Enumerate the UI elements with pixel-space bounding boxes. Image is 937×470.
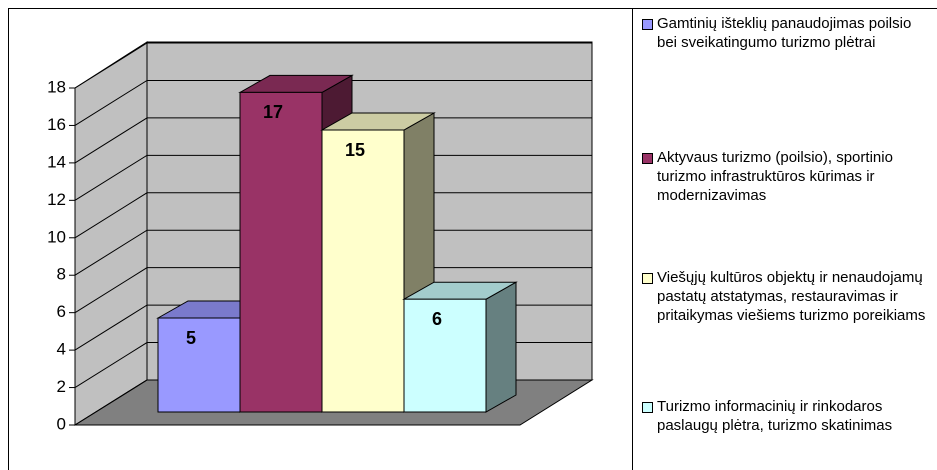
legend-label: Gamtinių išteklių panaudojimas poilsio b… — [657, 15, 912, 51]
legend-item: Aktyvaus turizmo (poilsio), sportinio tu… — [640, 148, 932, 205]
bar-front — [321, 129, 405, 413]
legend-swatch — [642, 273, 653, 284]
chart-border — [8, 8, 937, 470]
y-tick-label: 4 — [57, 340, 66, 359]
bars: 5 17 15 6 — [156, 74, 518, 413]
y-tick-label: 0 — [57, 414, 66, 433]
y-tick-label: 6 — [57, 302, 66, 321]
bar-front — [157, 317, 241, 413]
legend-swatch — [642, 402, 653, 413]
grid-line — [74, 42, 592, 89]
legend-label: Viešųjų kultūros objektų ir nenaudojamų … — [657, 269, 926, 324]
data-label: 6 — [432, 309, 442, 329]
legend-swatch — [642, 153, 653, 164]
grid-line — [74, 154, 592, 201]
bar-front — [239, 91, 323, 413]
grid-line — [74, 229, 592, 276]
y-tick-label: 12 — [47, 190, 66, 209]
data-label: 5 — [186, 328, 196, 348]
y-tick-label: 16 — [47, 115, 66, 134]
legend-label: Aktyvaus turizmo (poilsio), sportinio tu… — [657, 149, 893, 204]
bar — [402, 281, 518, 413]
y-tick-label: 8 — [57, 265, 66, 284]
grid-line — [74, 117, 592, 164]
bar-side — [485, 281, 517, 413]
y-tick-label: 14 — [47, 152, 66, 171]
data-label: 17 — [263, 102, 283, 122]
y-tick-label: 10 — [47, 227, 66, 246]
bar-front — [403, 298, 487, 413]
grid-line — [74, 79, 592, 126]
grid-line — [74, 192, 592, 239]
side-wall — [74, 41, 148, 426]
grid-line — [74, 267, 592, 314]
y-tick-label: 18 — [47, 77, 66, 96]
legend-label: Turizmo informacinių ir rinkodaros pasla… — [657, 398, 893, 434]
legend-swatch — [642, 19, 653, 30]
data-label: 15 — [345, 140, 365, 160]
legend-item: Gamtinių išteklių panaudojimas poilsio b… — [640, 14, 932, 52]
y-tick-label: 2 — [57, 377, 66, 396]
legend-item: Viešųjų kultūros objektų ir nenaudojamų … — [640, 268, 932, 325]
legend-item: Turizmo informacinių ir rinkodaros pasla… — [640, 397, 932, 435]
